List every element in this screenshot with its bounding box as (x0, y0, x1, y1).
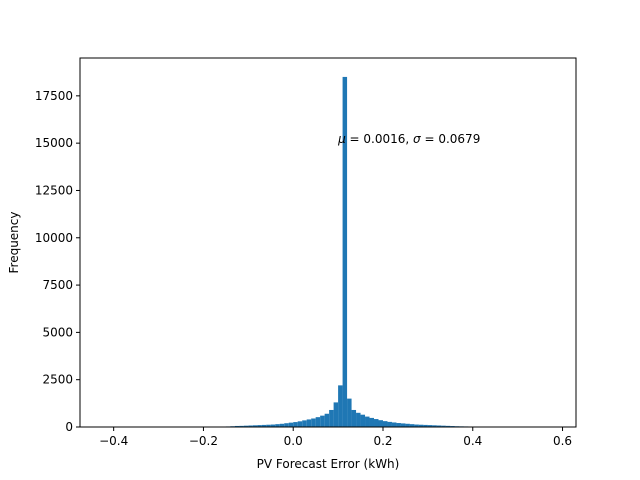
histogram-bar (288, 422, 294, 427)
histogram-bar (297, 421, 303, 427)
x-tick-label: −0.4 (99, 434, 128, 448)
histogram-bar (342, 76, 348, 427)
y-tick-label: 0 (65, 420, 73, 434)
histogram-bar (423, 424, 428, 427)
mu-symbol: μ (337, 132, 346, 146)
x-tick-label: −0.2 (189, 434, 218, 448)
histogram-bar (382, 421, 388, 427)
y-tick-label: 10000 (35, 231, 73, 245)
histogram-bar (243, 425, 249, 427)
histogram-bar (360, 414, 366, 427)
mu-value: = 0.0016, (346, 132, 413, 146)
histogram-bar (427, 425, 433, 427)
y-tick-label: 17500 (35, 89, 73, 103)
y-tick-label: 7500 (42, 278, 73, 292)
histogram-bar (436, 425, 442, 427)
x-tick-label: 0.6 (553, 434, 572, 448)
histogram-bar (351, 409, 357, 427)
x-tick-label: 0.0 (284, 434, 303, 448)
histogram-bar (405, 423, 410, 427)
histogram-bar (234, 425, 240, 427)
sigma-symbol: σ (413, 132, 421, 146)
histogram-bar (239, 425, 244, 427)
y-tick-label: 5000 (42, 325, 73, 339)
histogram-bar (315, 417, 321, 427)
histogram-bar (391, 422, 397, 427)
x-tick-label: 0.2 (373, 434, 392, 448)
histogram-bar (320, 415, 325, 427)
histogram-bar (396, 423, 401, 427)
histogram-bar (445, 425, 451, 427)
histogram-bar (279, 423, 285, 427)
plot-background (80, 58, 576, 427)
y-tick-label: 15000 (35, 136, 73, 150)
histogram-bar (252, 425, 258, 427)
x-tick-label: 0.4 (463, 434, 482, 448)
histogram-bar (374, 419, 379, 427)
histogram-bar (365, 416, 370, 427)
histogram-bar (311, 418, 316, 427)
histogram-bar (409, 424, 415, 427)
sigma-value: = 0.0679 (421, 132, 481, 146)
y-axis-ticks: 0 2500 5000 7500 10000 12500 15000 17500 (35, 89, 80, 434)
histogram-bar (302, 420, 307, 427)
histogram-bar (333, 402, 339, 427)
x-axis-label: PV Forecast Error (kWh) (257, 457, 400, 471)
histogram-bar (441, 425, 446, 427)
histogram-bar (329, 409, 334, 427)
histogram-bar (306, 419, 312, 427)
histogram-bar (378, 420, 383, 427)
y-tick-label: 12500 (35, 183, 73, 197)
histogram-bar (369, 417, 375, 427)
histogram-bar (293, 422, 298, 427)
histogram-bar (257, 425, 262, 427)
histogram-bar (270, 424, 276, 427)
stats-annotation: μ = 0.0016, σ = 0.0679 (337, 132, 480, 146)
histogram-bar (418, 424, 424, 427)
y-tick-label: 2500 (42, 373, 73, 387)
histogram-bar (432, 425, 437, 427)
histogram-bar (347, 398, 352, 427)
histogram-bar (400, 423, 406, 427)
histogram-bar (266, 424, 271, 427)
histogram-bar (338, 385, 343, 427)
x-axis-ticks: −0.4 −0.2 0.0 0.2 0.4 0.6 (99, 427, 572, 448)
histogram-bar (261, 424, 267, 427)
histogram-bar (324, 413, 330, 427)
histogram-bar (248, 425, 253, 427)
histogram-bar (356, 412, 361, 427)
histogram-bar (387, 421, 392, 427)
histogram-bar (275, 424, 280, 427)
histogram-bar (414, 424, 419, 427)
y-axis-label: Frequency (7, 212, 21, 274)
plot-frame (79, 57, 577, 428)
histogram-bar (284, 423, 289, 427)
